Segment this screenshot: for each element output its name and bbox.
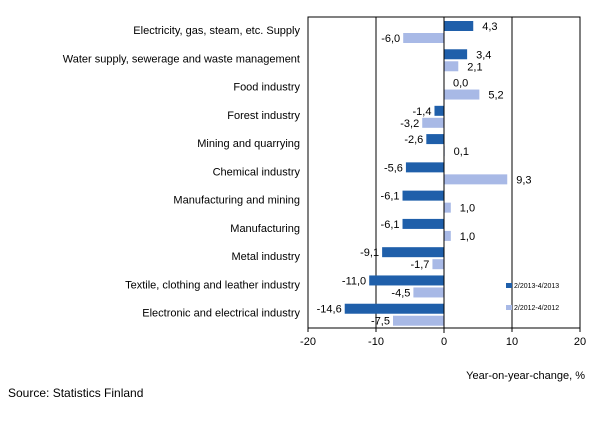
bar-series-1 [402,218,444,229]
category-label: Chemical industry [213,166,301,178]
category-label: Electricity, gas, steam, etc. Supply [133,25,300,37]
x-tick-label: 20 [574,336,586,348]
bar-series-2 [413,287,444,298]
bars [344,21,508,326]
bar-series-1 [405,162,444,173]
value-label: -6,1 [381,191,400,203]
category-label: Manufacturing [230,223,300,235]
category-label: Mining and quarrying [197,138,300,150]
bar-series-2 [444,202,451,213]
value-label: -5,6 [384,162,403,174]
legend-label: 2/2012-4/2012 [514,305,559,312]
value-label: -2,6 [404,134,423,146]
category-label: Forest industry [227,110,300,122]
value-label: -1,4 [413,106,432,118]
bar-series-1 [434,105,444,116]
value-label: -11,0 [342,275,366,287]
x-tick-label: 0 [441,336,447,348]
value-label: -14,6 [317,304,342,316]
value-label: 0,0 [453,78,468,90]
x-axis-ticks: -20 -10 0 10 20 [300,328,586,348]
value-labels: 4,3 -6,0 3,42,1 0,0 5,2 -1,4-3,2 -2,6 0,1 -5,6 9,… [317,21,532,328]
value-label: 5,2 [488,90,503,102]
value-label: 1,0 [460,231,475,243]
category-label: Textile, clothing and leather industry [125,279,300,291]
bar-series-1 [444,21,474,31]
bar-series-1 [426,134,444,145]
bar-series-1 [344,303,444,314]
source-note: Source: Statistics Finland [8,386,144,400]
bar-series-1 [382,247,444,258]
category-label: Manufacturing and mining [173,195,300,207]
x-tick-label: 10 [506,336,518,348]
legend-swatch [506,305,512,310]
x-tick-label: -10 [368,336,384,348]
bar-series-2 [444,230,451,241]
category-labels: Electricity, gas, steam, etc. Supply Wate… [63,25,301,320]
bar-series-1 [402,190,444,201]
value-label: -7,5 [371,316,390,328]
value-label: -6,0 [381,33,400,45]
value-label: 3,4 [476,49,491,61]
value-label: -4,5 [391,287,410,299]
bar-series-2 [444,61,459,72]
bar-series-2 [422,117,444,128]
x-axis-title: Year-on-year-change, % [466,370,585,382]
bar-series-2 [393,315,444,326]
bar-series-2 [444,89,480,100]
value-label: 4,3 [482,21,497,33]
bar-series-1 [444,49,468,60]
value-label: 9,3 [516,174,531,186]
x-tick-label: -20 [300,336,316,348]
value-label: -9,1 [360,247,379,259]
bar-series-2 [403,33,444,43]
category-label: Metal industry [232,251,301,263]
value-label: 1,0 [460,203,475,215]
value-label: 2,1 [467,61,482,73]
bar-series-2 [444,174,508,185]
value-label: 0,1 [454,146,469,158]
value-label: -6,1 [381,219,400,231]
value-label: -1,7 [410,259,429,271]
category-label: Water supply, sewerage and waste managem… [63,53,300,65]
legend-swatch [506,283,512,288]
bar-series-2 [432,259,444,270]
bar-series-1 [369,275,444,286]
value-label: -3,2 [400,118,419,130]
legend: 2/2013-4/2013 2/2012-4/2012 [506,283,559,312]
category-label: Food industry [233,82,300,94]
category-label: Electronic and electrical industry [142,308,300,320]
legend-label: 2/2013-4/2013 [514,283,559,290]
